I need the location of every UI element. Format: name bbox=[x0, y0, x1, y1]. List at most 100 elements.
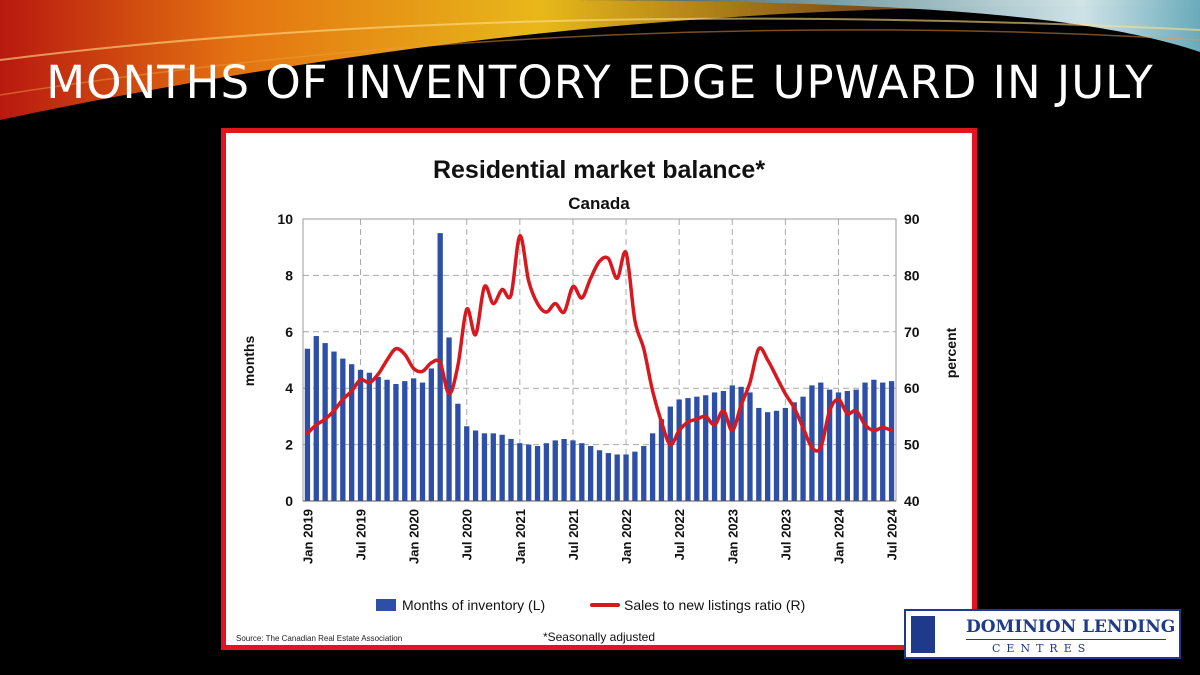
tick-label-right: 60 bbox=[904, 380, 920, 396]
chart-title: Residential market balance* bbox=[433, 156, 765, 184]
bar bbox=[472, 430, 479, 501]
residential-market-balance-chart: Residential market balance* Canada 0 2 4 6 8… bbox=[226, 133, 972, 645]
bar bbox=[349, 364, 355, 501]
bar bbox=[649, 433, 656, 501]
tick-label-x: Jan 2023 bbox=[725, 509, 740, 564]
bar bbox=[747, 392, 753, 501]
bar bbox=[384, 379, 390, 501]
slide-title: MONTHS OF INVENTORY EDGE UPWARD IN JULY bbox=[46, 56, 1154, 109]
dominion-lending-logo: DOMINION LENDING CENTRES bbox=[904, 609, 1181, 659]
inventory-bars bbox=[304, 233, 895, 501]
chart-subtitle: Canada bbox=[568, 194, 630, 213]
bar bbox=[641, 446, 647, 501]
tick-label-left: 10 bbox=[277, 211, 293, 227]
bar bbox=[703, 395, 709, 501]
bar bbox=[658, 419, 665, 501]
bar bbox=[694, 396, 700, 501]
bar bbox=[393, 383, 399, 501]
tick-label-x: Jan 2022 bbox=[619, 509, 634, 564]
bar bbox=[446, 337, 452, 501]
decorative-swoosh bbox=[0, 0, 1200, 120]
source-note: Source: The Canadian Real Estate Associa… bbox=[236, 634, 402, 643]
bar bbox=[782, 407, 789, 501]
bar bbox=[632, 451, 638, 501]
y-axis-right-label: percent bbox=[943, 327, 959, 378]
bar bbox=[605, 453, 612, 501]
bar bbox=[331, 351, 337, 501]
bar bbox=[614, 454, 620, 501]
bar bbox=[587, 446, 594, 501]
tick-label-x: Jul 2021 bbox=[566, 509, 581, 560]
bar bbox=[428, 368, 434, 501]
tick-label-right: 70 bbox=[904, 324, 920, 340]
bar bbox=[800, 396, 806, 501]
bar bbox=[419, 382, 426, 501]
bar bbox=[340, 358, 346, 501]
footnote: *Seasonally adjusted bbox=[543, 630, 655, 644]
chart-legend: Months of inventory (L) Sales to new lis… bbox=[376, 597, 805, 613]
bar bbox=[402, 381, 408, 501]
bar bbox=[543, 443, 550, 501]
logo-subtitle: CENTRES bbox=[992, 642, 1092, 655]
tick-label-x: Jul 2023 bbox=[778, 509, 793, 560]
tick-label-x: Jul 2024 bbox=[885, 508, 900, 560]
legend-label-bars: Months of inventory (L) bbox=[402, 597, 545, 613]
bar bbox=[880, 382, 886, 501]
tick-label-right: 50 bbox=[904, 437, 920, 453]
logo-name: DOMINION LENDING bbox=[966, 617, 1176, 637]
bar bbox=[357, 369, 364, 501]
tick-label-left: 8 bbox=[285, 267, 293, 283]
bar bbox=[481, 433, 488, 501]
logo-mark-icon bbox=[911, 616, 935, 653]
bar bbox=[490, 433, 496, 501]
bar bbox=[517, 443, 523, 501]
tick-labels: 0 2 4 6 8 10 40 50 60 70 80 90 Jan 2019 Jul 2019 Jan 2… bbox=[277, 211, 919, 564]
bar bbox=[375, 376, 381, 501]
bar bbox=[862, 382, 868, 501]
bar bbox=[826, 389, 833, 501]
tick-label-right: 90 bbox=[904, 211, 920, 227]
bar bbox=[773, 410, 780, 501]
bar bbox=[720, 391, 727, 501]
tick-label-x: Jul 2019 bbox=[354, 509, 369, 560]
bar bbox=[552, 440, 558, 501]
ratio-line bbox=[305, 234, 894, 453]
legend-swatch-bars bbox=[376, 599, 396, 611]
tick-label-right: 40 bbox=[904, 493, 920, 509]
bar bbox=[579, 443, 585, 501]
chart-frame: Residential market balance* Canada 0 2 4 6 8… bbox=[221, 128, 977, 650]
logo-rule bbox=[966, 639, 1166, 640]
bar bbox=[791, 402, 797, 501]
bar bbox=[871, 379, 877, 501]
tick-label-left: 2 bbox=[285, 437, 293, 453]
bar bbox=[322, 343, 328, 501]
y-axis-left-label: months bbox=[241, 336, 257, 387]
bar bbox=[313, 336, 319, 501]
bar bbox=[534, 446, 541, 501]
bar bbox=[711, 392, 718, 501]
tick-label-left: 4 bbox=[285, 380, 293, 396]
bar bbox=[508, 438, 514, 501]
bar bbox=[738, 386, 744, 501]
bar bbox=[561, 438, 567, 501]
bar bbox=[623, 454, 629, 501]
bar bbox=[304, 348, 311, 501]
tick-label-x: Jan 2021 bbox=[513, 509, 528, 564]
tick-label-x: Jul 2022 bbox=[672, 509, 687, 560]
bar bbox=[526, 444, 532, 501]
bar bbox=[756, 407, 762, 501]
bar bbox=[570, 440, 576, 501]
bar bbox=[676, 399, 682, 501]
bar bbox=[853, 389, 859, 501]
bar bbox=[844, 391, 850, 501]
bar bbox=[888, 381, 895, 501]
chart-axes bbox=[302, 218, 897, 502]
bar bbox=[596, 450, 603, 501]
tick-label-right: 80 bbox=[904, 267, 920, 283]
series-line bbox=[305, 234, 894, 453]
bar bbox=[667, 406, 673, 501]
tick-label-x: Jul 2020 bbox=[460, 509, 475, 560]
tick-label-left: 0 bbox=[285, 493, 293, 509]
tick-label-x: Jan 2019 bbox=[300, 509, 315, 564]
tick-label-x: Jan 2020 bbox=[407, 509, 422, 564]
